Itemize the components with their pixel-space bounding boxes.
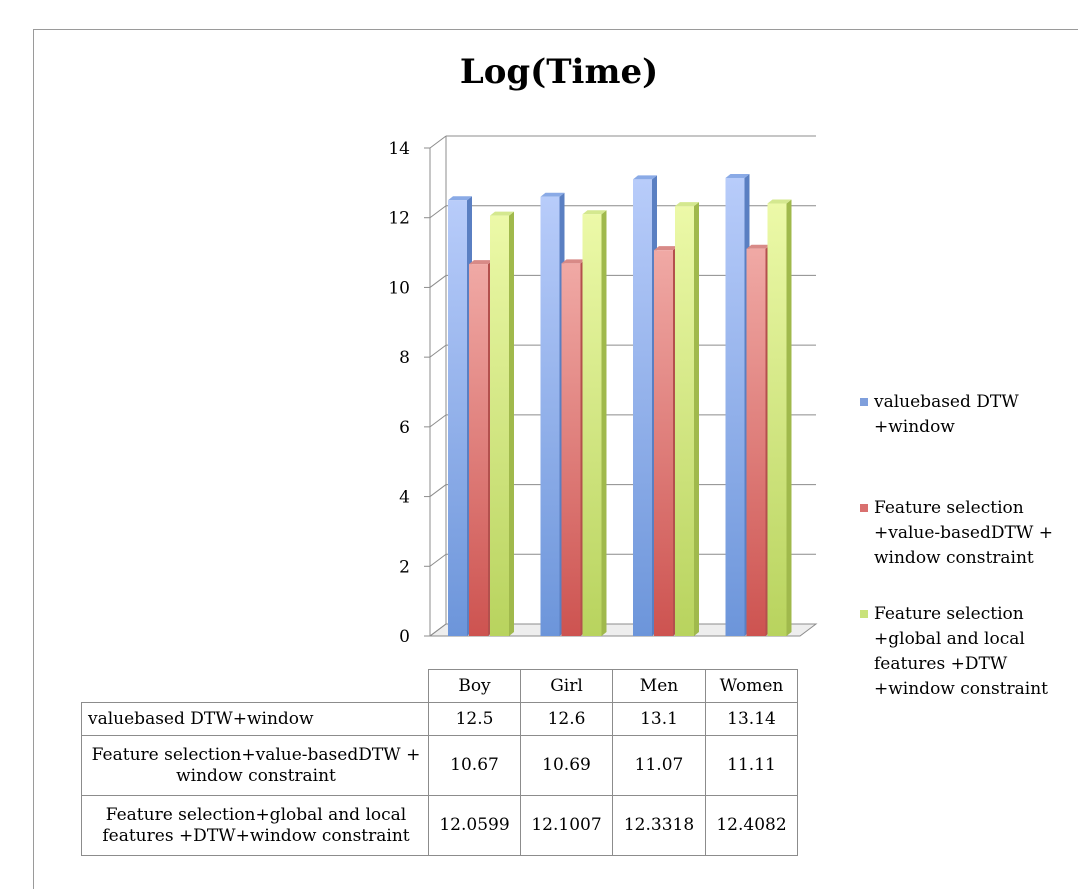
gridline-depth <box>429 135 447 149</box>
legend-label: valuebased DTW <box>873 392 1019 412</box>
table-value: 12.3318 <box>612 795 706 856</box>
legend-swatch <box>860 610 868 618</box>
gridline-depth <box>429 623 447 637</box>
bar-top <box>767 199 792 204</box>
legend-label: features +DTW <box>874 654 1008 674</box>
table-header-row: Boy Girl Men Women <box>82 669 798 703</box>
data-table: Boy Girl Men Women valuebased DTW+window 12.5… <box>81 669 798 856</box>
table-row: valuebased DTW+window 12.5 12.6 13.1 13.14 <box>81 702 798 736</box>
legend-label: +window <box>874 417 955 437</box>
bar-side <box>601 210 607 637</box>
table-series-label: Feature selection+value-basedDTW + window… <box>81 735 429 796</box>
bar <box>654 250 673 637</box>
table-corner <box>82 670 429 703</box>
table-value: 12.0599 <box>428 795 521 856</box>
table-series-label: Feature selection+global and local featur… <box>81 795 429 856</box>
gridline-depth <box>429 275 447 288</box>
legend-label: Feature selection <box>874 498 1024 518</box>
bar-top <box>633 175 657 180</box>
gridline-depth <box>429 553 447 567</box>
bar-top <box>448 196 472 201</box>
table-value: 12.5 <box>428 702 521 736</box>
table-value: 13.1 <box>612 702 706 736</box>
bar <box>633 179 652 636</box>
legend-label: Feature selection <box>874 604 1024 624</box>
gridline-depth <box>429 484 447 497</box>
bar <box>746 248 766 637</box>
bar-top <box>540 192 565 197</box>
table-row: Feature selection+value-basedDTW + window… <box>81 735 798 796</box>
table-value: 12.4082 <box>705 795 798 856</box>
bar <box>490 215 509 636</box>
table-value: 10.69 <box>520 735 613 796</box>
bar <box>767 203 787 636</box>
legend-label: +value-basedDTW + <box>874 523 1053 543</box>
bar-top <box>490 211 514 216</box>
chart-frame <box>33 29 1078 889</box>
bar <box>448 200 467 637</box>
bar <box>540 196 560 637</box>
chart-plot: 0 2 4 6 8 10 12 14 valuebased DTW +window Feature… <box>388 135 1053 699</box>
bar-side <box>509 211 514 636</box>
legend-label: +window constraint <box>874 679 1048 699</box>
table-series-label: valuebased DTW+window <box>81 702 429 736</box>
y-tick-label: 10 <box>388 278 410 298</box>
table-value: 10.67 <box>428 735 521 796</box>
table-value: 11.07 <box>612 735 706 796</box>
table-category-label: Men <box>612 669 706 703</box>
y-tick-label: 2 <box>399 557 410 577</box>
table-category-label: Boy <box>428 669 521 703</box>
table-category-label: Girl <box>520 669 613 703</box>
bar <box>469 264 488 636</box>
bar-top <box>654 246 678 251</box>
bar-side <box>694 202 699 636</box>
chart-title: Log(Time) <box>459 52 659 92</box>
y-tick-label: 0 <box>399 627 410 647</box>
table-value: 12.1007 <box>520 795 613 856</box>
bar-top <box>561 259 586 264</box>
legend-label: +global and local <box>874 629 1025 649</box>
bar <box>561 263 581 636</box>
table-category-label: Women <box>705 669 798 703</box>
table-value: 13.14 <box>705 702 798 736</box>
y-tick-label: 4 <box>399 488 410 508</box>
bar-top <box>469 260 493 265</box>
table-row: Feature selection+global and local featur… <box>81 795 798 856</box>
table-value: 12.6 <box>520 702 613 736</box>
gridline-depth <box>429 414 447 428</box>
bar-side <box>786 199 792 636</box>
y-tick-label: 12 <box>388 209 410 229</box>
bar <box>675 206 694 636</box>
legend-swatch <box>860 504 868 512</box>
legend-label: window constraint <box>874 548 1034 568</box>
bar-top <box>582 210 607 215</box>
y-tick-label: 14 <box>388 139 410 159</box>
bar-top <box>725 173 750 178</box>
bar-top <box>746 244 771 249</box>
legend-swatch <box>860 398 868 406</box>
y-tick-label: 8 <box>399 348 410 368</box>
bar <box>725 177 745 636</box>
bar-top <box>675 202 699 207</box>
gridline-depth <box>429 205 447 219</box>
table-value: 11.11 <box>705 735 798 796</box>
y-tick-label: 6 <box>399 418 410 438</box>
gridline-depth <box>429 344 447 358</box>
bar <box>582 214 602 637</box>
